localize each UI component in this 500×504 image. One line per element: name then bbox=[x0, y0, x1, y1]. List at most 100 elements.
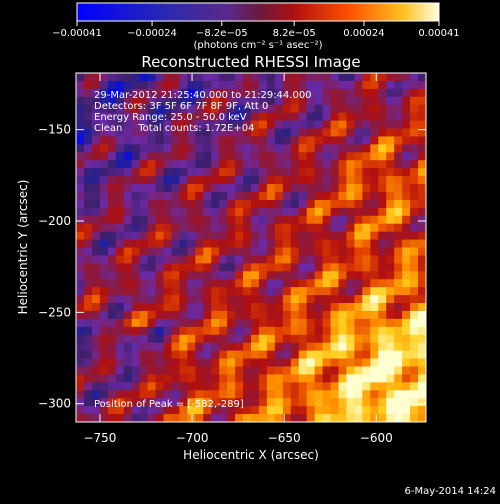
heatmap-cell bbox=[346, 191, 355, 201]
heatmap-cell bbox=[378, 239, 387, 248]
heatmap-cell bbox=[346, 303, 355, 312]
heatmap-cell bbox=[282, 390, 292, 399]
heatmap-cell bbox=[219, 104, 228, 114]
heatmap-cell bbox=[227, 199, 236, 209]
heatmap-cell bbox=[362, 144, 371, 153]
heatmap-cell bbox=[322, 310, 331, 320]
heatmap-cell bbox=[314, 247, 323, 256]
heatmap-cell bbox=[418, 231, 426, 240]
heatmap-cell bbox=[131, 104, 141, 114]
heatmap-cell bbox=[131, 358, 141, 367]
heatmap-cell bbox=[187, 215, 196, 225]
heatmap-cell bbox=[187, 382, 196, 391]
heatmap-cell bbox=[219, 231, 228, 240]
heatmap-cell bbox=[147, 414, 156, 422]
heatmap-cell bbox=[322, 207, 331, 217]
heatmap-cell bbox=[211, 334, 220, 344]
heatmap-cell bbox=[410, 80, 419, 90]
heatmap-cell bbox=[322, 231, 331, 240]
heatmap-cell bbox=[410, 199, 419, 209]
heatmap-cell bbox=[274, 112, 284, 121]
heatmap-cell bbox=[346, 382, 355, 391]
heatmap-cell bbox=[346, 263, 355, 272]
heatmap-cell bbox=[370, 271, 379, 280]
heatmap-cell bbox=[314, 231, 323, 240]
heatmap-cell bbox=[251, 263, 260, 272]
heatmap-cell bbox=[282, 223, 292, 233]
heatmap-cell bbox=[76, 382, 85, 391]
heatmap-cell bbox=[179, 73, 188, 82]
heatmap-cell bbox=[354, 310, 363, 320]
heatmap-cell bbox=[147, 287, 156, 296]
heatmap-cell bbox=[298, 390, 308, 399]
heatmap-cell bbox=[274, 366, 284, 375]
heatmap-cell bbox=[195, 358, 204, 367]
heatmap-cell bbox=[258, 207, 268, 217]
heatmap-cell bbox=[266, 184, 276, 193]
heatmap-cell bbox=[410, 382, 419, 391]
heatmap-cell bbox=[171, 136, 180, 145]
heatmap-cell bbox=[410, 263, 419, 272]
heatmap-cell bbox=[235, 239, 244, 248]
heatmap-cell bbox=[227, 239, 236, 248]
heatmap-cell bbox=[107, 199, 117, 209]
heatmap-cell bbox=[418, 88, 426, 98]
heatmap-cell bbox=[410, 191, 419, 201]
heatmap-cell bbox=[338, 231, 347, 240]
heatmap-cell bbox=[330, 80, 339, 90]
heatmap-cell bbox=[346, 199, 355, 209]
heatmap-cell bbox=[76, 247, 85, 256]
heatmap-cell bbox=[258, 366, 268, 375]
heatmap-cell bbox=[258, 88, 268, 98]
heatmap-cell bbox=[211, 207, 220, 217]
heatmap-cell bbox=[306, 287, 316, 296]
heatmap-cell bbox=[227, 120, 236, 129]
heatmap-cell bbox=[123, 104, 133, 114]
heatmap-cell bbox=[402, 406, 411, 415]
heatmap-cell bbox=[370, 191, 379, 201]
heatmap-cell bbox=[402, 310, 411, 320]
heatmap-cell bbox=[115, 215, 125, 225]
heatmap-cell bbox=[370, 295, 379, 304]
heatmap-cell bbox=[330, 215, 339, 225]
heatmap-cell bbox=[211, 184, 220, 193]
heatmap-cell bbox=[83, 144, 93, 153]
heatmap-cell bbox=[338, 144, 347, 153]
heatmap-cell bbox=[219, 152, 228, 161]
heatmap-cell bbox=[266, 215, 276, 225]
heatmap-cell bbox=[298, 128, 308, 137]
heatmap-cell bbox=[378, 231, 387, 240]
heatmap-cell bbox=[418, 112, 426, 121]
heatmap-cell bbox=[338, 80, 347, 90]
heatmap-cell bbox=[362, 176, 371, 185]
heatmap-cell bbox=[322, 334, 331, 344]
heatmap-cell bbox=[179, 184, 188, 193]
heatmap-cell bbox=[171, 104, 180, 114]
heatmap-cell bbox=[282, 128, 292, 137]
heatmap-cell bbox=[362, 366, 371, 375]
heatmap-cell bbox=[235, 382, 244, 391]
x-tick-label: −650 bbox=[268, 431, 301, 445]
heatmap-cell bbox=[123, 80, 133, 90]
heatmap-cell bbox=[410, 160, 419, 169]
heatmap-cell bbox=[243, 374, 252, 383]
heatmap-cell bbox=[266, 136, 276, 145]
heatmap-cell bbox=[195, 73, 204, 82]
heatmap-cell bbox=[362, 303, 371, 312]
heatmap-cell bbox=[171, 96, 180, 106]
heatmap-cell bbox=[266, 279, 276, 288]
heatmap-cell bbox=[330, 310, 339, 320]
heatmap-cell bbox=[76, 303, 85, 312]
energy-range-annotation: Energy Range: 25.0 - 50.0 keV bbox=[94, 112, 247, 123]
heatmap-cell bbox=[370, 358, 379, 367]
heatmap-cell bbox=[258, 326, 268, 336]
heatmap-cell bbox=[76, 88, 85, 98]
heatmap-cell bbox=[219, 342, 228, 352]
heatmap-cell bbox=[235, 310, 244, 320]
heatmap-cell bbox=[76, 310, 85, 320]
heatmap-cell bbox=[346, 247, 355, 256]
heatmap-cell bbox=[282, 287, 292, 296]
heatmap-cell bbox=[314, 184, 323, 193]
heatmap-cell bbox=[266, 318, 276, 328]
heatmap-cell bbox=[171, 73, 180, 82]
